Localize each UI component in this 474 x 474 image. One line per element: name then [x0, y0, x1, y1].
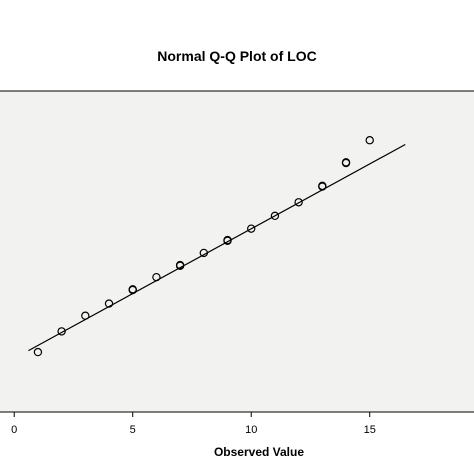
data-point	[365, 136, 374, 145]
data-point	[247, 224, 256, 233]
data-point	[318, 181, 327, 191]
data-points-layer	[33, 136, 374, 357]
data-point	[104, 299, 114, 308]
data-point	[57, 327, 66, 336]
data-point	[81, 311, 90, 320]
data-point	[294, 198, 303, 207]
data-point	[33, 347, 43, 357]
x-axis-label: Observed Value	[214, 445, 304, 459]
data-point	[223, 235, 232, 245]
x-tick-label: 15	[364, 424, 376, 436]
data-point	[128, 285, 137, 294]
x-tick-label: 10	[245, 424, 257, 436]
x-axis-ticks: 0 5 10 15	[11, 412, 376, 436]
x-tick-label: 0	[11, 424, 17, 436]
plot-area	[0, 91, 474, 412]
reference-line	[28, 143, 406, 352]
chart-title: Normal Q-Q Plot of LOC	[157, 48, 316, 64]
data-point	[199, 248, 209, 258]
data-point	[175, 260, 185, 270]
reference-line-layer	[28, 143, 406, 352]
x-tick-label: 5	[130, 424, 136, 436]
data-point	[270, 211, 280, 221]
data-point	[341, 158, 351, 167]
data-point	[152, 272, 161, 282]
